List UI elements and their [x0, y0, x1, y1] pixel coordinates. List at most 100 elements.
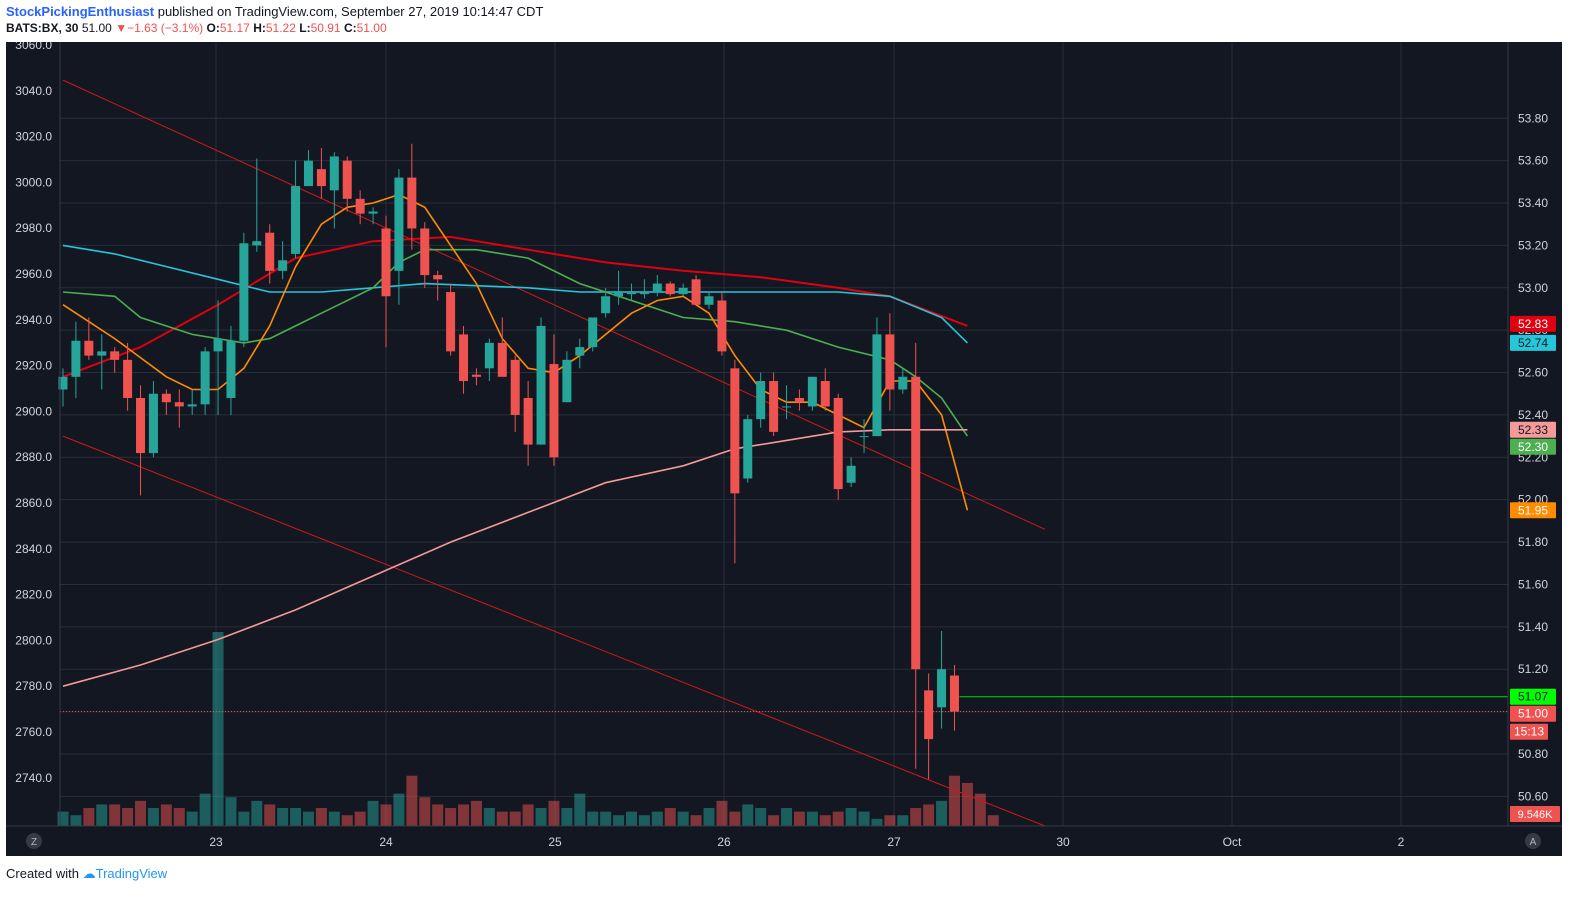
price-badges: 52.83 52.74 52.33 52.30 51.95 51.07 51.00 15:13…	[1510, 315, 1560, 822]
candle-body	[846, 465, 856, 483]
candle-body	[717, 300, 727, 352]
time-axis-tick: 30	[1056, 835, 1070, 849]
axes: 3060.0 3040.0 3020.0 3000.0 2980.0 2960.0 2940…	[6, 38, 1562, 849]
candle-body	[97, 351, 107, 356]
price-badge-text: 52.30	[1518, 440, 1548, 454]
high-label: H:	[253, 21, 266, 35]
volume-bars	[57, 632, 999, 826]
candle-body	[588, 317, 598, 348]
volume-bar	[561, 808, 573, 826]
volume-bar	[341, 815, 353, 826]
volume-bar	[509, 811, 521, 826]
candle-body	[885, 334, 895, 390]
price-badge-text: 51.07	[1518, 690, 1548, 704]
volume-bar	[742, 804, 754, 826]
volume-bar	[251, 800, 263, 826]
candle-body	[794, 397, 804, 403]
price-badge	[1510, 502, 1556, 519]
volume-bar	[987, 815, 999, 826]
candle-body	[756, 381, 766, 420]
volume-bar	[186, 811, 198, 826]
volume-bar	[277, 808, 289, 826]
tradingview-link[interactable]: TradingView	[95, 866, 168, 881]
price-badge-text: 51.00	[1518, 707, 1548, 721]
volume-bar	[122, 808, 134, 826]
volume-bar	[910, 808, 922, 826]
volume-bar	[160, 804, 172, 826]
volume-bar	[496, 811, 508, 826]
candle-body	[484, 342, 494, 369]
volume-bar	[109, 804, 121, 826]
volume-bar	[264, 804, 276, 826]
volume-bar	[70, 815, 82, 826]
volume-bar	[212, 632, 224, 826]
volume-bar	[199, 793, 211, 826]
volume-bar	[393, 793, 405, 826]
candle-body	[937, 669, 947, 708]
volume-bar	[470, 800, 482, 826]
left-axis-badge: Z	[31, 837, 37, 848]
author-link[interactable]: StockPickingEnthusiast	[6, 4, 155, 19]
volume-bar	[548, 800, 560, 826]
candle-body	[446, 292, 456, 352]
candle-body	[872, 334, 882, 437]
ema-line	[62, 244, 968, 344]
created-with: Created with	[6, 866, 79, 881]
right-axis-tick: 53.80	[1518, 111, 1548, 125]
volume-bar	[483, 808, 495, 826]
volume-bar	[83, 808, 95, 826]
chart-panel[interactable]: 3060.0 3040.0 3020.0 3000.0 2980.0 2960.0 2940…	[6, 38, 1562, 856]
volume-bar	[716, 800, 728, 826]
trend-lines	[62, 79, 1046, 827]
volume-bar	[380, 804, 392, 826]
right-axis-tick: 53.40	[1518, 196, 1548, 210]
candle-body	[252, 241, 262, 246]
volume-bar	[419, 797, 431, 826]
open-label: O:	[206, 21, 220, 35]
candle-body	[329, 156, 339, 191]
candle-body	[136, 397, 146, 454]
price-badge	[1510, 688, 1556, 705]
candle-body	[368, 211, 378, 214]
trend-line	[62, 435, 1046, 827]
candle-body	[523, 397, 533, 445]
candle-body	[459, 334, 469, 382]
candle-body	[562, 359, 572, 403]
volume-bar	[703, 808, 715, 826]
candle-body	[730, 368, 740, 494]
volume-axis-text: 9.546K	[1518, 809, 1554, 821]
volume-bar	[974, 793, 986, 826]
volume-bar	[755, 808, 767, 826]
candle-body	[278, 260, 288, 271]
left-axis-tick: 3040.0	[15, 84, 52, 98]
left-axis-badge-icon	[26, 833, 42, 849]
volume-bar	[290, 808, 302, 826]
price-badge	[1510, 334, 1556, 351]
volume-bar	[225, 797, 237, 826]
volume-bar	[638, 815, 650, 826]
candle-body	[200, 351, 210, 405]
time-axis-tick: 2	[1398, 835, 1405, 849]
volume-bar	[936, 800, 948, 826]
volume-bar	[135, 800, 147, 826]
volume-bar	[845, 808, 857, 826]
candle-body	[174, 402, 184, 407]
volume-bar	[587, 811, 599, 826]
price-badge-text: 51.95	[1518, 503, 1548, 517]
candle-body	[123, 359, 133, 398]
candle-body	[639, 292, 649, 295]
volume-bar	[664, 808, 676, 826]
price-chart[interactable]: 3060.0 3040.0 3020.0 3000.0 2980.0 2960.0 2940…	[6, 38, 1562, 856]
symbol-label: BATS:BX, 30	[6, 21, 79, 35]
volume-bar	[625, 811, 637, 826]
countdown-badge	[1510, 723, 1548, 740]
ema-line	[62, 248, 969, 437]
volume-axis-badge	[1510, 806, 1560, 822]
high-value: 51.22	[265, 21, 296, 35]
volume-bar	[768, 815, 780, 826]
price-badge-text: 52.33	[1518, 423, 1548, 437]
volume-bar	[948, 775, 960, 826]
left-axis-tick: 2980.0	[15, 221, 52, 235]
candle-body	[575, 347, 585, 356]
ohlc-line: BATS:BX, 30 51.00 ▼−1.63 (−3.1%) O:51.17…	[6, 21, 387, 35]
